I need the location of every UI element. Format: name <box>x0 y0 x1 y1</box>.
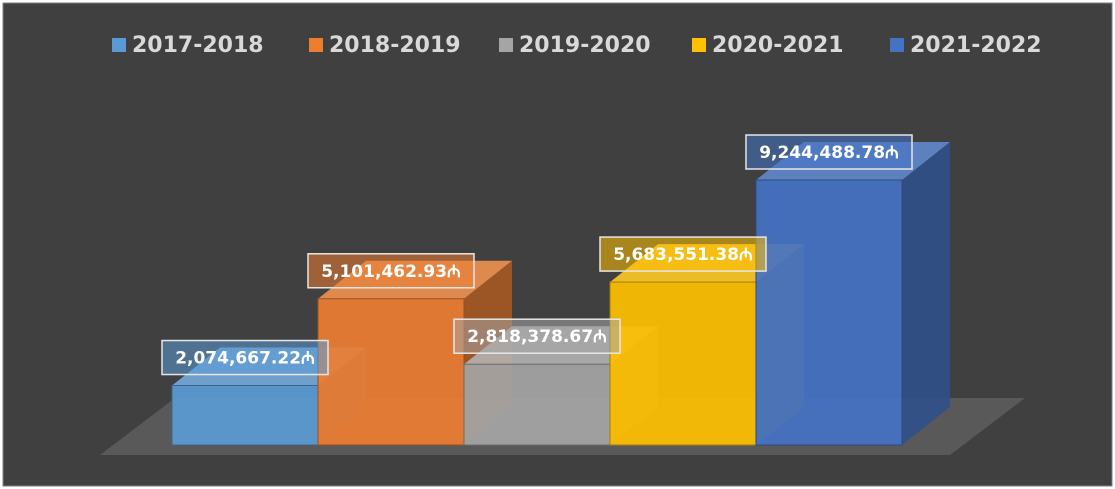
legend-swatch <box>692 38 706 52</box>
data-label-box <box>745 134 913 170</box>
legend-swatch <box>309 38 323 52</box>
data-label: 2,074,667.22₼ <box>175 349 315 369</box>
legend-label: 2017-2018 <box>132 33 264 58</box>
legend-swatch <box>890 38 904 52</box>
bar-side <box>902 142 950 445</box>
data-label: 9,244,488.78₼ <box>759 143 899 163</box>
legend-label: 2020-2021 <box>712 33 844 58</box>
data-label-box <box>599 236 767 272</box>
legend-swatch <box>499 38 513 52</box>
bar <box>463 363 611 446</box>
data-label: 2,818,378.67₼ <box>467 327 607 347</box>
legend-label: 2019-2020 <box>519 33 651 58</box>
data-label-box <box>453 318 621 354</box>
bar <box>317 298 465 446</box>
data-label: 5,101,462.93₼ <box>321 262 461 282</box>
data-label-box <box>307 253 475 289</box>
data-label: 5,683,551.38₼ <box>613 245 753 265</box>
legend-label: 2018-2019 <box>329 33 461 58</box>
bar <box>755 179 903 446</box>
bar <box>609 281 757 446</box>
bar <box>171 385 319 446</box>
data-label-box <box>161 339 329 376</box>
legend-swatch <box>112 38 126 52</box>
legend-label: 2021-2022 <box>910 33 1042 58</box>
